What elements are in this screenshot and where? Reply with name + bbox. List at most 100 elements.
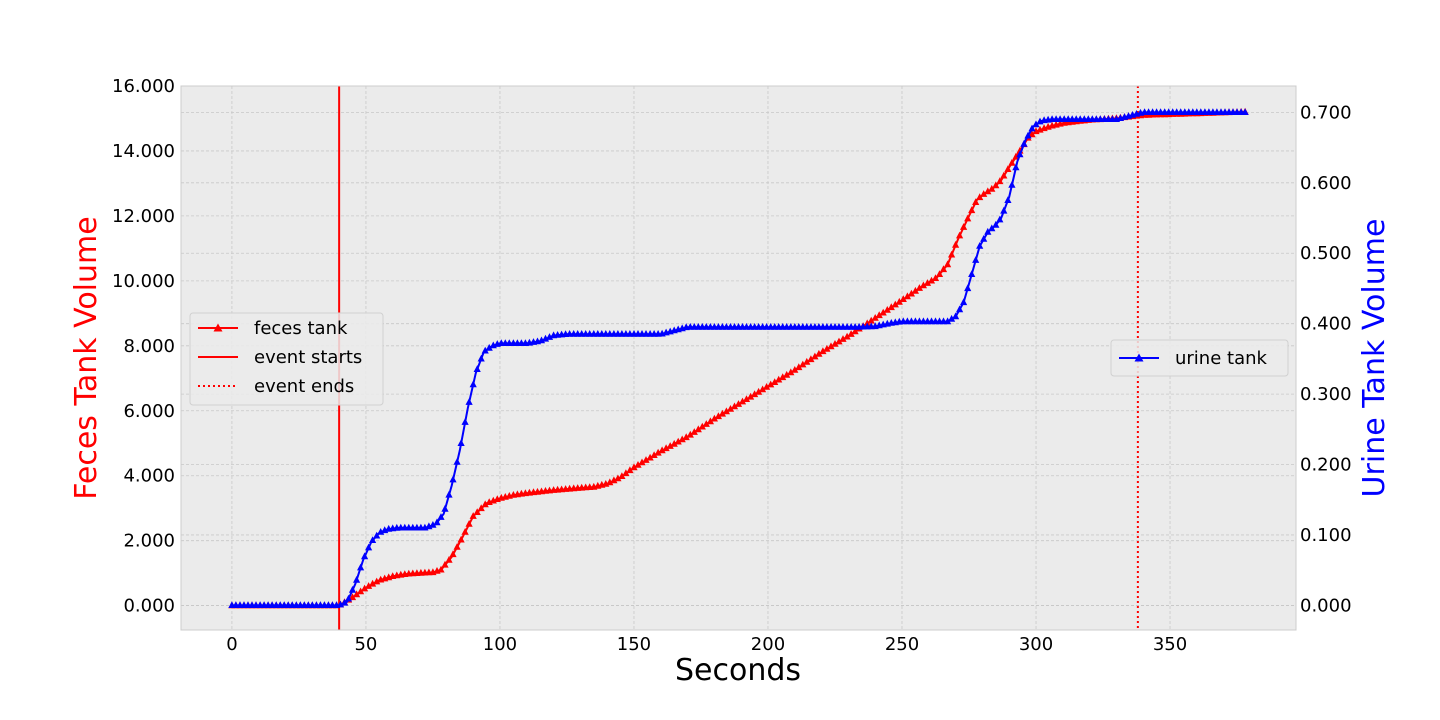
marker-point <box>742 395 751 402</box>
right-legend-box <box>1110 339 1289 377</box>
marker-point <box>899 295 907 302</box>
marker-point <box>453 543 461 550</box>
marker-point <box>992 181 1000 189</box>
marker-point <box>811 352 819 360</box>
left-y-tick-label: 2.000 <box>123 531 175 552</box>
marker-point <box>763 383 771 390</box>
marker-point <box>952 312 960 320</box>
marker-point <box>469 512 477 519</box>
marker-point <box>373 577 381 585</box>
marker-point <box>674 437 682 445</box>
right-y-tick-label: 0.300 <box>1300 384 1352 405</box>
right-y-tick-label: 0.200 <box>1300 455 1352 476</box>
marker-point <box>477 354 485 362</box>
marker-point <box>348 585 357 593</box>
marker-point <box>1032 120 1040 128</box>
right-y-tick-label: 0.500 <box>1300 243 1352 264</box>
marker-point <box>650 451 658 458</box>
x-tick-label: 0 <box>226 634 237 655</box>
marker-point <box>726 405 735 412</box>
marker-point <box>747 392 755 400</box>
x-tick-label: 350 <box>1153 634 1187 655</box>
marker-point <box>948 314 956 322</box>
marker-point <box>1004 196 1012 203</box>
left-y-tick-label: 10.000 <box>112 271 175 292</box>
left-y-tick-label: 4.000 <box>123 466 175 487</box>
legend-urine-marker <box>1134 353 1144 362</box>
x-tick-label: 200 <box>751 634 785 655</box>
x-tick-label: 50 <box>354 634 377 655</box>
marker-point <box>939 265 948 273</box>
marker-point <box>775 375 783 383</box>
marker-point <box>819 347 827 355</box>
left-y-tick-label: 0.000 <box>123 596 175 617</box>
marker-point <box>614 474 622 482</box>
marker-point <box>433 518 441 526</box>
marker-point <box>795 363 803 371</box>
marker-point <box>469 380 477 388</box>
marker-point <box>891 300 899 308</box>
marker-point <box>988 224 996 232</box>
legend-event-ends-label: event ends <box>254 376 354 397</box>
plot-frame <box>180 85 1297 631</box>
marker-point <box>783 370 791 378</box>
marker-point <box>369 536 377 543</box>
marker-point <box>686 430 694 438</box>
marker-point <box>960 223 968 230</box>
marker-point <box>369 579 377 587</box>
marker-point <box>666 442 674 449</box>
left-y-tick-label: 8.000 <box>123 336 175 357</box>
marker-point <box>935 270 944 277</box>
marker-point <box>988 184 996 192</box>
marker-point <box>1028 124 1036 132</box>
marker-point <box>931 274 940 281</box>
marker-point <box>976 193 984 201</box>
marker-point <box>980 190 988 197</box>
x-axis-ticks: 0 50 100 150 200 250 300 350 <box>226 634 1187 655</box>
left-legend: feces tank event starts event ends <box>189 312 384 406</box>
marker-point <box>919 281 927 289</box>
marker-point <box>638 458 646 466</box>
marker-point <box>803 357 811 365</box>
marker-point <box>461 528 469 535</box>
marker-point <box>336 600 345 608</box>
marker-point <box>911 286 919 294</box>
marker-point <box>457 439 465 446</box>
marker-point <box>481 346 489 354</box>
marker-point <box>670 439 678 447</box>
marker-point <box>690 428 698 435</box>
marker-point <box>1241 108 1249 115</box>
marker-point <box>429 521 437 528</box>
marker-point <box>835 337 843 345</box>
marker-point <box>976 242 984 249</box>
marker-point <box>618 472 626 479</box>
marker-point <box>344 594 353 602</box>
marker-point <box>1020 139 1028 147</box>
marker-point <box>839 335 847 342</box>
marker-point <box>827 342 835 350</box>
marker-point <box>365 543 373 551</box>
marker-point <box>340 598 349 606</box>
left-y-tick-label: 6.000 <box>123 401 175 422</box>
marker-point <box>984 227 992 235</box>
marker-point <box>791 366 799 373</box>
marker-point <box>956 305 964 313</box>
marker-point <box>996 215 1004 223</box>
marker-point <box>895 297 903 305</box>
marker-point <box>847 330 855 337</box>
marker-point <box>622 469 630 477</box>
marker-point <box>714 412 722 420</box>
left-y-tick-label: 14.000 <box>112 141 175 162</box>
left-legend-box <box>189 312 384 406</box>
marker-point <box>883 306 891 313</box>
marker-point <box>646 453 654 461</box>
marker-point <box>815 349 823 357</box>
marker-point <box>465 520 473 527</box>
marker-point <box>357 563 365 571</box>
marker-point <box>485 343 493 351</box>
marker-point <box>1000 171 1008 179</box>
marker-point <box>730 402 739 410</box>
marker-point <box>662 444 670 452</box>
marker-point <box>734 400 743 407</box>
legend-feces-marker <box>213 323 223 332</box>
